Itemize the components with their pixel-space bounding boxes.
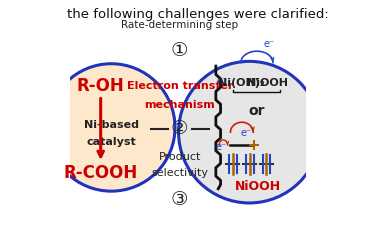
Text: or: or bbox=[248, 104, 265, 118]
Text: R-COOH: R-COOH bbox=[64, 164, 138, 182]
Text: the following challenges were clarified:: the following challenges were clarified: bbox=[67, 8, 328, 21]
Text: selectivity: selectivity bbox=[151, 169, 208, 178]
Text: Ni(OH)₂: Ni(OH)₂ bbox=[218, 78, 265, 88]
Text: e⁻: e⁻ bbox=[264, 39, 275, 49]
Text: Product: Product bbox=[159, 152, 201, 162]
Text: ③: ③ bbox=[171, 190, 188, 209]
Text: Ni-based: Ni-based bbox=[84, 120, 139, 130]
Text: catalyst: catalyst bbox=[86, 137, 136, 147]
Circle shape bbox=[179, 61, 320, 203]
Text: ②: ② bbox=[171, 119, 188, 138]
Circle shape bbox=[48, 64, 175, 191]
Text: NiOOH: NiOOH bbox=[235, 180, 280, 193]
Text: mechanism: mechanism bbox=[144, 100, 215, 110]
Text: e⁻: e⁻ bbox=[216, 142, 227, 152]
Text: R-OH: R-OH bbox=[77, 77, 124, 95]
Text: Rate-determining step: Rate-determining step bbox=[121, 20, 238, 30]
Text: e⁻: e⁻ bbox=[240, 128, 252, 138]
Text: e⁻: e⁻ bbox=[217, 76, 228, 86]
Text: ①: ① bbox=[171, 41, 188, 60]
Text: NiOOH: NiOOH bbox=[247, 78, 288, 88]
Text: Electron transfer: Electron transfer bbox=[127, 81, 233, 91]
